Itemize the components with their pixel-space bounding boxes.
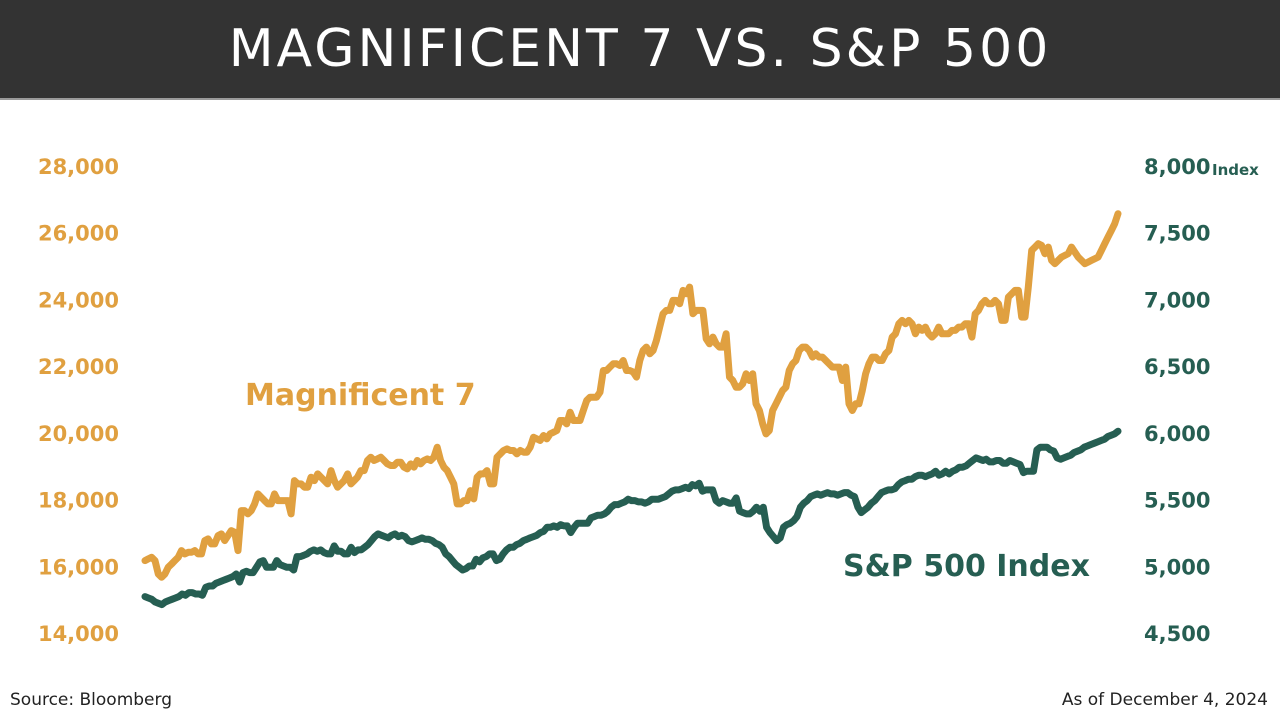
right-axis-tick-label: 5,500	[1144, 489, 1210, 513]
right-axis-unit: Index	[1212, 161, 1259, 179]
right-axis-tick-label: 5,000	[1144, 555, 1210, 579]
left-axis-tick-label: 18,000	[38, 489, 119, 513]
left-axis-tick-label: 28,000	[38, 155, 119, 179]
left-axis-ticks: 28,000 26,000 24,000 22,000 20,000 18,000 16,0…	[38, 155, 119, 646]
left-axis-tick-label: 22,000	[38, 355, 119, 379]
series-line-magnificent-7	[141, 210, 1122, 581]
right-axis-tick-label: 4,500	[1144, 622, 1210, 646]
right-axis-tick-label: 7,500	[1144, 222, 1210, 246]
right-axis-tick-label: 6,000	[1144, 422, 1210, 446]
left-axis-tick-label: 24,000	[38, 288, 119, 312]
as-of-date: As of December 4, 2024	[1061, 690, 1268, 710]
left-axis-tick-label: 26,000	[38, 222, 119, 246]
right-axis-tick-label: 6,500	[1144, 355, 1210, 379]
title-bar: MAGNIFICENT 7 VS. S&P 500	[0, 0, 1280, 100]
right-axis-ticks: 8,000 7,500 7,000 6,500 6,000 5,500 5,000 4,500	[1144, 155, 1210, 646]
chart-title: MAGNIFICENT 7 VS. S&P 500	[228, 19, 1052, 79]
source-note: Source: Bloomberg	[10, 690, 172, 710]
series-label-sp500: S&P 500 Index	[843, 549, 1090, 584]
series-line-sp500	[141, 427, 1122, 609]
right-axis-tick-label: 7,000	[1144, 288, 1210, 312]
left-axis-tick-label: 16,000	[38, 555, 119, 579]
series-label-magnificent-7: Magnificent 7	[245, 378, 476, 413]
right-axis-tick-label: 8,000	[1144, 155, 1210, 179]
left-axis-tick-label: 14,000	[38, 622, 119, 646]
left-axis-tick-label: 20,000	[38, 422, 119, 446]
